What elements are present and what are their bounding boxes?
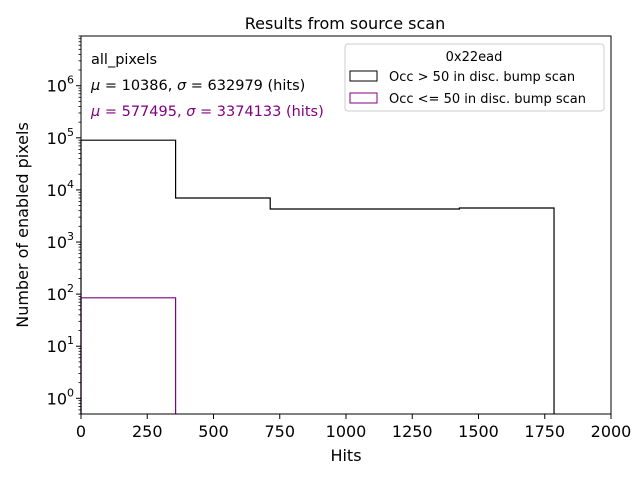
stats1-sigma: 632979 (208, 78, 263, 94)
legend-label-occ-le-50: Occ <= 50 in disc. bump scan (389, 92, 586, 107)
stats1-unit: (hits) (268, 78, 306, 94)
stats1-mu: 10386 (122, 78, 168, 94)
stats2-sigma: 3374133 (217, 104, 282, 120)
stats2-unit: (hits) (286, 104, 324, 120)
x-tick-label: 250 (132, 422, 163, 441)
x-tick-label: 0 (76, 422, 86, 441)
annotation-label: all_pixels (91, 52, 157, 68)
legend: 0x22ead Occ > 50 in disc. bump scan Occ … (344, 43, 605, 112)
x-tick-label: 1000 (326, 422, 367, 441)
x-tick-label: 500 (198, 422, 229, 441)
x-axis: 0 250 500 750 1000 1250 1500 1750 2000 (76, 414, 631, 441)
legend-box (344, 43, 605, 112)
x-tick-label: 1500 (458, 422, 499, 441)
legend-swatch-occ-gt-50 (349, 70, 378, 82)
x-tick-label: 750 (264, 422, 295, 441)
y-tick-label: 102 (47, 282, 74, 304)
x-tick-label: 2000 (591, 422, 632, 441)
legend-swatch-occ-le-50 (349, 92, 378, 104)
series-0-step-outline (80, 139, 555, 414)
chart-title: Results from source scan (245, 14, 445, 33)
x-axis-title: Hits (330, 446, 361, 465)
y-tick-label: 105 (47, 126, 74, 148)
y-axis: 100 101 102 103 104 105 106 (47, 35, 81, 415)
legend-title: 0x22ead (446, 50, 503, 65)
annotation-stats-occ-gt-50: μ = 10386, σ = 632979 (hits) (90, 78, 305, 94)
y-tick-label: 104 (47, 178, 74, 200)
y-axis-title: Number of enabled pixels (13, 122, 32, 328)
x-tick-label: 1250 (392, 422, 433, 441)
legend-label-occ-gt-50: Occ > 50 in disc. bump scan (389, 70, 575, 85)
annotation-stats-occ-le-50: μ = 577495, σ = 3374133 (hits) (90, 104, 324, 120)
y-tick-label: 100 (47, 386, 74, 408)
y-tick-label: 106 (47, 74, 74, 96)
x-tick-label: 1750 (524, 422, 565, 441)
stats2-mu: 577495 (122, 104, 177, 120)
y-tick-label: 101 (47, 334, 74, 356)
y-tick-label: 103 (47, 230, 74, 252)
